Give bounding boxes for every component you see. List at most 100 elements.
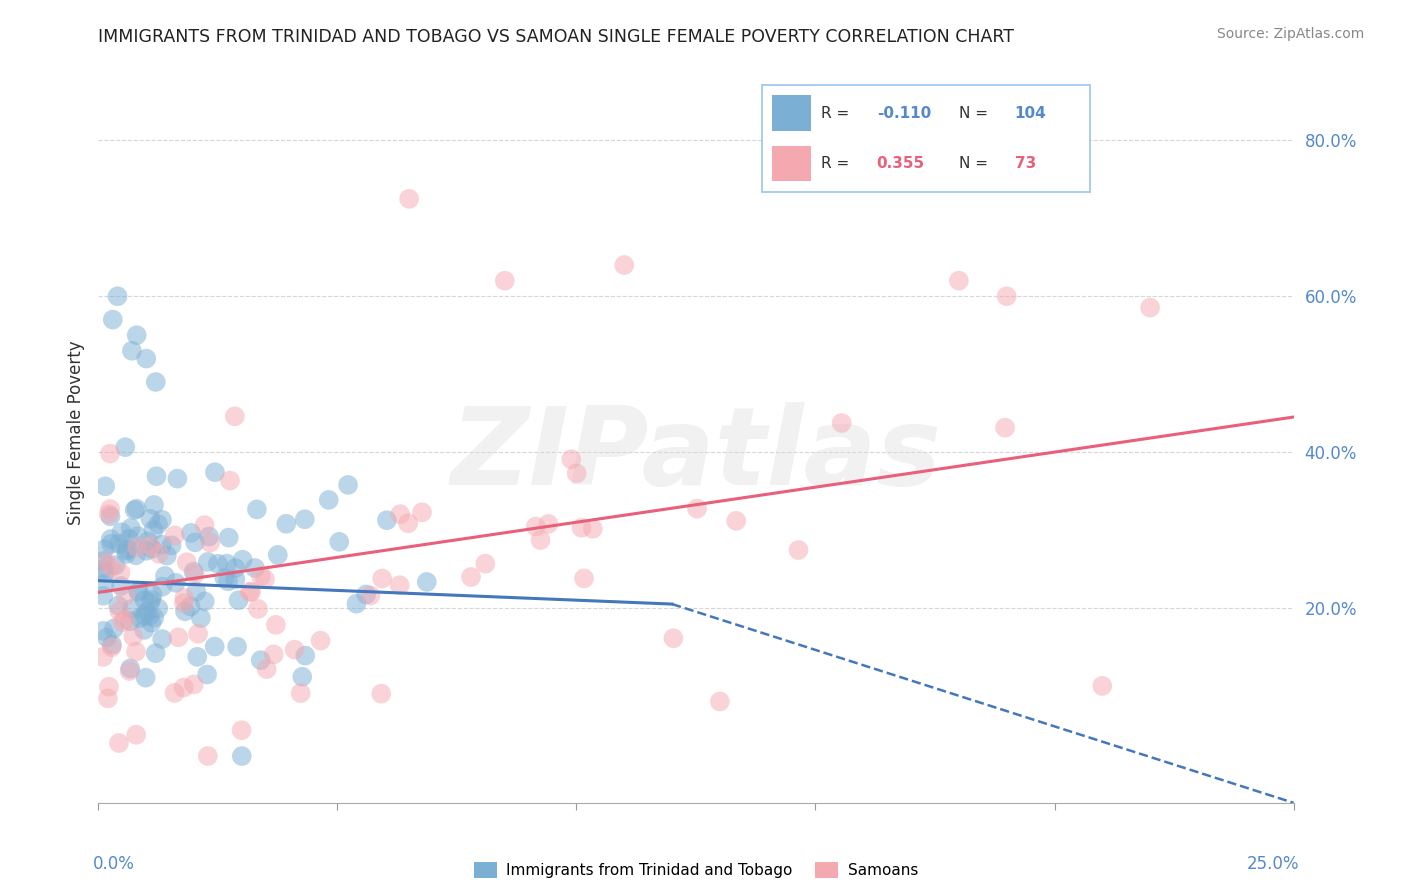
- Point: [100, 537, 122, 551]
- Point: [128, 585, 150, 599]
- Point: [104, 558, 127, 573]
- Point: [118, 532, 141, 546]
- Point: [115, 547, 138, 561]
- Point: [98, 502, 121, 516]
- Point: [134, 623, 156, 637]
- Point: [263, 648, 285, 662]
- Point: [94, 566, 117, 580]
- Point: [93, 542, 115, 557]
- Point: [709, 694, 731, 708]
- Point: [231, 723, 253, 738]
- Point: [1091, 679, 1114, 693]
- Point: [127, 541, 149, 555]
- Point: [231, 749, 253, 764]
- Point: [243, 561, 266, 575]
- Point: [101, 312, 124, 326]
- Point: [256, 662, 278, 676]
- Point: [228, 593, 250, 607]
- Point: [138, 608, 160, 623]
- Point: [114, 440, 136, 454]
- Point: [124, 503, 146, 517]
- Point: [186, 584, 208, 599]
- Point: [110, 579, 132, 593]
- Point: [115, 543, 138, 558]
- Point: [195, 667, 218, 681]
- Point: [94, 555, 117, 569]
- Point: [108, 604, 131, 618]
- Point: [224, 409, 246, 424]
- Point: [120, 615, 142, 629]
- Point: [108, 736, 131, 750]
- Point: [328, 534, 350, 549]
- Point: [264, 618, 287, 632]
- Point: [176, 555, 198, 569]
- Point: [125, 728, 148, 742]
- Point: [114, 589, 136, 603]
- Point: [398, 192, 420, 206]
- Point: [290, 686, 312, 700]
- Point: [97, 507, 120, 521]
- Point: [146, 517, 169, 532]
- Legend: Immigrants from Trinidad and Tobago, Samoans: Immigrants from Trinidad and Tobago, Sam…: [468, 855, 924, 884]
- Point: [98, 446, 121, 460]
- Point: [141, 615, 163, 630]
- Point: [249, 653, 271, 667]
- Point: [125, 501, 148, 516]
- Point: [388, 578, 411, 592]
- Point: [142, 588, 165, 602]
- Point: [359, 589, 381, 603]
- Point: [337, 478, 360, 492]
- Point: [994, 420, 1017, 434]
- Point: [200, 535, 222, 549]
- Point: [153, 569, 176, 583]
- Point: [111, 615, 134, 629]
- Point: [246, 502, 269, 516]
- Point: [284, 642, 307, 657]
- Point: [163, 686, 186, 700]
- Point: [207, 557, 229, 571]
- Point: [250, 569, 273, 583]
- Point: [128, 611, 150, 625]
- Point: [246, 602, 269, 616]
- Point: [225, 561, 247, 575]
- Point: [139, 595, 162, 609]
- Point: [524, 519, 547, 533]
- Point: [96, 631, 118, 645]
- Point: [141, 592, 163, 607]
- Point: [100, 509, 122, 524]
- Point: [613, 258, 636, 272]
- Point: [173, 681, 195, 695]
- Point: [217, 574, 239, 589]
- Text: 25.0%: 25.0%: [1247, 855, 1299, 872]
- Point: [344, 597, 367, 611]
- Point: [204, 465, 226, 479]
- Point: [156, 549, 179, 563]
- Text: ZIPatlas: ZIPatlas: [450, 401, 942, 508]
- Point: [396, 516, 419, 531]
- Point: [108, 537, 131, 551]
- Point: [165, 575, 187, 590]
- Point: [215, 557, 238, 571]
- Point: [948, 274, 970, 288]
- Point: [219, 474, 242, 488]
- Point: [150, 538, 173, 552]
- Point: [91, 649, 114, 664]
- Point: [118, 664, 141, 678]
- Point: [127, 529, 149, 543]
- Point: [662, 632, 685, 646]
- Point: [135, 351, 157, 366]
- Point: [474, 557, 496, 571]
- Point: [173, 591, 195, 605]
- Point: [127, 583, 149, 598]
- Point: [107, 599, 129, 613]
- Point: [125, 328, 148, 343]
- Point: [232, 552, 254, 566]
- Point: [389, 507, 412, 521]
- Point: [122, 629, 145, 643]
- Point: [995, 289, 1018, 303]
- Point: [197, 749, 219, 764]
- Point: [529, 533, 551, 547]
- Point: [91, 624, 114, 638]
- Point: [120, 521, 142, 535]
- Point: [294, 512, 316, 526]
